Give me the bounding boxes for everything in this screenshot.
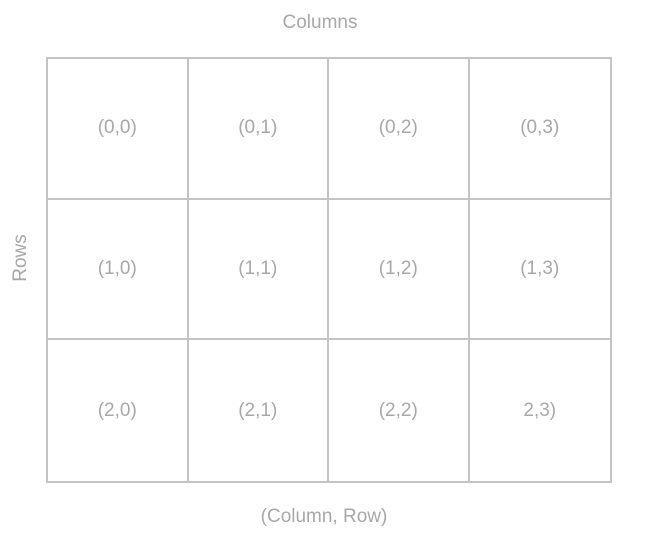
columns-axis-label-text: Columns xyxy=(282,12,358,33)
grid-cell: (2,0) xyxy=(48,340,189,481)
coordinate-format-caption: (Column, Row) xyxy=(0,506,660,528)
grid-cell: (0,1) xyxy=(188,59,329,200)
grid-cell: (1,1) xyxy=(188,199,329,341)
coordinate-grid: (0,0) (0,1) (0,2) (0,3) (1,0) (1,1) (1,2… xyxy=(46,57,612,483)
columns-axis-label: Columns xyxy=(0,12,660,34)
grid-cell: (2,2) xyxy=(329,340,470,481)
coordinate-format-caption-text: (Column, Row) xyxy=(260,506,388,527)
grid-cell: (1,0) xyxy=(48,199,189,341)
grid-cell: 2,3) xyxy=(523,399,557,421)
grid-cell: (1,3) xyxy=(469,200,610,341)
rows-axis-label: Rows xyxy=(10,234,31,282)
grid-cell: (2,1) xyxy=(189,340,329,481)
grid-cell: (0,2) xyxy=(329,59,470,200)
grid-cell: (1,2) xyxy=(329,199,470,341)
grid-cell: (0,0) xyxy=(48,59,189,200)
grid-cell: (0,3) xyxy=(469,59,610,200)
